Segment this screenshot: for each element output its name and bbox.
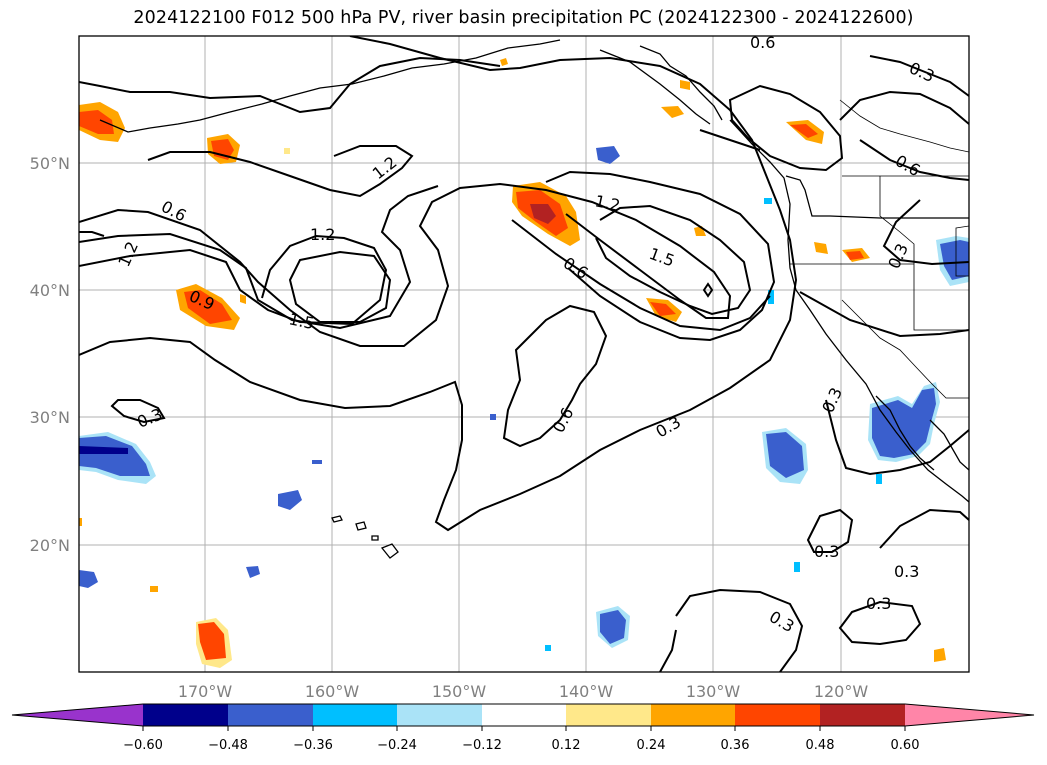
colorbar-tick: 0.36 [721,738,750,753]
colorbar-segment [313,704,397,726]
contour-label: 1.2 [310,225,335,244]
contour-label: 0.3 [866,594,891,613]
contour-label: 1.2 [593,191,622,215]
lon-label: 130°W [686,682,741,701]
colorbar-tick: 0.48 [806,738,835,753]
colorbar-segment [228,704,313,726]
colorbar-segment [482,704,566,726]
contour-label: 0.3 [814,542,839,561]
colorbar-segment [735,704,820,726]
colorbar-tick: 0.12 [552,738,581,753]
colorbar-segment [651,704,735,726]
lon-label: 150°W [432,682,487,701]
colorbar-tick: −0.48 [208,738,248,753]
pv-contours [79,36,969,672]
contour-label: 0.3 [894,562,919,581]
map-frame [78,35,970,673]
colorbar-segment [397,704,482,726]
longitude-labels: 170°W 160°W 150°W 140°W 130°W 120°W [178,682,869,701]
colorbar-tick: 0.60 [891,738,920,753]
lon-label: 170°W [178,682,233,701]
colorbar-extend-right [905,704,1034,726]
contour-label: 1.5 [287,309,316,333]
map-area [79,36,969,672]
colorbar-tick: −0.24 [377,738,417,753]
lat-label: 50°N [30,154,70,173]
colorbar-tick: −0.12 [462,738,502,753]
colorbar-segment [143,704,228,726]
colorbar: −0.60 −0.48 −0.36 −0.24 −0.12 0.12 0.24 … [11,703,1035,753]
colorbar-tick: 0.24 [637,738,666,753]
colorbar-segment [820,704,905,726]
colorbar-tick: −0.36 [293,738,333,753]
colorbar-extend-left [12,704,143,726]
lat-label: 40°N [30,281,70,300]
lat-label: 30°N [30,408,70,427]
contour-label: 0.6 [750,33,775,52]
precip-patches [79,58,969,668]
lat-label: 20°N [30,536,70,555]
lon-label: 160°W [305,682,360,701]
latitude-labels: 50°N 40°N 30°N 20°N [30,154,70,555]
colorbar-segment [566,704,651,726]
map-title: 2024122100 F012 500 hPa PV, river basin … [133,8,914,28]
lon-label: 140°W [559,682,614,701]
colorbar-tick: −0.60 [123,738,163,753]
lon-label: 120°W [814,682,869,701]
